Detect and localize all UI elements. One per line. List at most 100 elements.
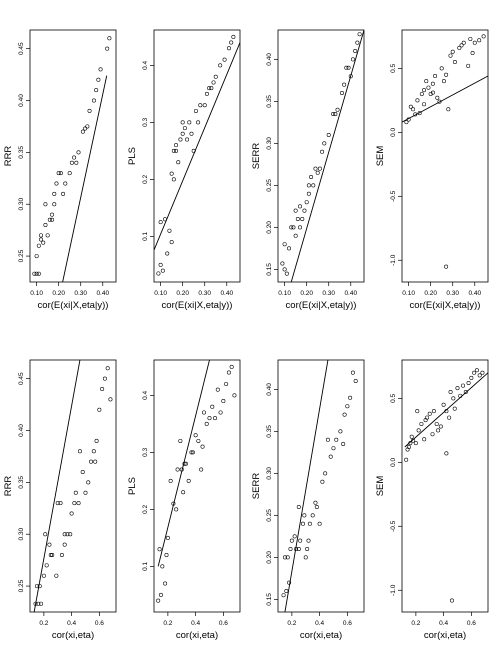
data-point — [73, 490, 78, 495]
data-point — [174, 143, 179, 148]
data-point — [193, 433, 198, 438]
data-point — [303, 555, 308, 560]
data-point — [44, 563, 49, 568]
data-point — [39, 233, 44, 238]
data-point — [435, 95, 440, 100]
data-point — [419, 91, 424, 96]
x-axis-label: cor(E(xi|X,eta|y)) — [410, 300, 481, 311]
y-tick-label: 0.1 — [142, 561, 149, 570]
regression-line — [404, 372, 488, 448]
data-point — [444, 451, 449, 456]
data-point — [335, 107, 340, 112]
data-point — [213, 416, 218, 421]
data-point — [74, 160, 79, 165]
data-point — [322, 141, 327, 146]
scatter-panel-3: 0.10 0.20 0.30 0.40 0.15 0.20 0.25 0.30 0.35 0.40… — [251, 29, 365, 311]
y-tick-label: -1.0 — [390, 584, 397, 596]
data-point — [36, 271, 41, 276]
data-point — [415, 409, 420, 414]
data-point — [213, 74, 218, 79]
data-point — [47, 542, 52, 547]
data-point — [451, 396, 456, 401]
regression-line — [157, 360, 210, 567]
data-point — [69, 511, 74, 516]
data-point — [215, 387, 220, 392]
y-axis-label: PLS — [127, 477, 138, 495]
plot-frame — [29, 359, 117, 613]
data-point — [76, 501, 81, 506]
x-tick-label: 0.2 — [287, 620, 296, 627]
data-point — [158, 592, 163, 597]
data-point — [282, 555, 287, 560]
data-point — [306, 183, 311, 188]
data-point — [408, 104, 413, 109]
data-point — [202, 103, 207, 108]
data-point — [452, 406, 457, 411]
data-point — [229, 364, 234, 369]
data-point — [36, 243, 41, 248]
regression-line — [33, 360, 81, 612]
data-point — [411, 107, 416, 112]
data-point — [306, 191, 311, 196]
data-point — [470, 51, 475, 56]
x-axis-label: cor(xi,eta) — [300, 630, 342, 641]
plot-frame — [153, 359, 241, 613]
data-point — [289, 225, 294, 230]
data-point — [158, 262, 163, 267]
regression-line — [284, 360, 329, 612]
data-point — [413, 112, 418, 117]
data-point — [157, 547, 162, 552]
data-point — [94, 438, 99, 443]
y-tick-label: 0.25 — [266, 179, 273, 192]
data-point — [288, 546, 293, 551]
data-point — [222, 57, 227, 62]
data-point — [408, 441, 413, 446]
data-point — [348, 395, 353, 400]
regression-line — [402, 75, 488, 123]
y-tick-label: -0.5 — [390, 520, 397, 532]
data-point — [480, 370, 485, 375]
data-point — [169, 171, 174, 176]
data-point — [444, 409, 449, 414]
data-point — [422, 102, 427, 107]
data-point — [185, 137, 190, 142]
x-tick-label: 0.20 — [424, 290, 437, 297]
data-point — [34, 584, 39, 589]
data-point — [291, 225, 296, 230]
data-point — [52, 202, 57, 207]
x-tick-label: 0.10 — [30, 290, 43, 297]
data-point — [232, 393, 237, 398]
x-tick-label: 0.6 — [95, 620, 104, 627]
data-point — [422, 88, 427, 93]
data-point — [338, 429, 343, 434]
data-point — [201, 410, 206, 415]
data-point — [63, 181, 68, 186]
data-point — [193, 108, 198, 113]
data-point — [300, 521, 305, 526]
y-tick-label: 0.5 — [390, 393, 397, 402]
data-point — [342, 412, 347, 417]
data-point — [43, 202, 48, 207]
plot-frame — [277, 359, 365, 613]
data-point — [295, 217, 300, 222]
data-point — [100, 387, 105, 392]
data-point — [76, 150, 81, 155]
x-tick-label: 0.20 — [52, 290, 65, 297]
data-point — [413, 441, 418, 446]
data-point — [302, 208, 307, 213]
y-tick-label: 0.25 — [266, 509, 273, 522]
data-point — [289, 538, 294, 543]
x-tick-label: 0.40 — [344, 290, 357, 297]
data-point — [80, 129, 85, 134]
data-point — [333, 112, 338, 117]
data-point — [47, 217, 52, 222]
data-point — [189, 131, 194, 136]
data-point — [452, 59, 457, 64]
data-point — [448, 389, 453, 394]
data-point — [50, 217, 55, 222]
x-tick-label: 0.6 — [219, 620, 228, 627]
data-point — [61, 191, 66, 196]
data-point — [199, 467, 204, 472]
data-point — [39, 601, 44, 606]
data-point — [198, 103, 203, 108]
